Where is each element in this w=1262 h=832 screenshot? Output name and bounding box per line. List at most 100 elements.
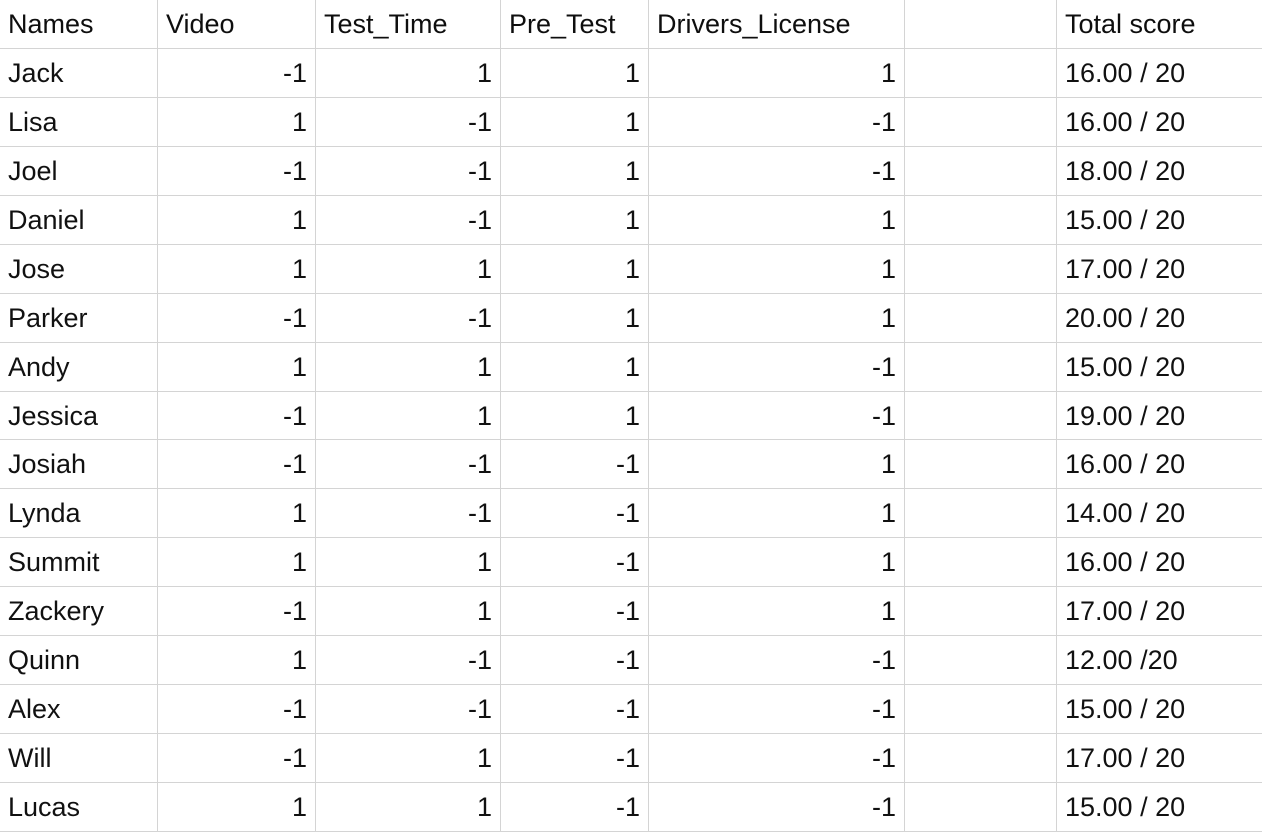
cell-pre-test[interactable]: 1 [501,195,649,245]
cell-pre-test[interactable]: 1 [501,342,649,392]
cell-total-score[interactable]: 16.00 / 20 [1057,538,1262,588]
cell-video[interactable]: -1 [158,293,316,343]
header-blank-cell[interactable] [905,0,1057,49]
cell-blank[interactable] [905,146,1057,196]
cell-test-time[interactable]: 1 [316,587,501,637]
cell-name[interactable]: Jose [0,244,158,294]
cell-blank[interactable] [905,440,1057,490]
cell-pre-test[interactable]: 1 [501,97,649,147]
cell-test-time[interactable]: -1 [316,97,501,147]
cell-pre-test[interactable]: 1 [501,293,649,343]
cell-drivers-license[interactable]: 1 [649,538,905,588]
cell-video[interactable]: -1 [158,146,316,196]
cell-drivers-license[interactable]: -1 [649,391,905,441]
header-test-time[interactable]: Test_Time [316,0,501,49]
cell-video[interactable]: 1 [158,244,316,294]
cell-name[interactable]: Zackery [0,587,158,637]
cell-blank[interactable] [905,244,1057,294]
cell-name[interactable]: Josiah [0,440,158,490]
cell-total-score[interactable]: 15.00 / 20 [1057,783,1262,832]
cell-drivers-license[interactable]: 1 [649,293,905,343]
cell-total-score[interactable]: 20.00 / 20 [1057,294,1262,343]
cell-test-time[interactable]: -1 [316,489,501,539]
cell-total-score[interactable]: 15.00 / 20 [1057,685,1262,735]
cell-blank[interactable] [905,489,1057,539]
cell-drivers-license[interactable]: -1 [649,342,905,392]
cell-name[interactable]: Alex [0,685,158,735]
cell-total-score[interactable]: 17.00 / 20 [1057,245,1262,294]
cell-pre-test[interactable]: 1 [501,244,649,294]
cell-video[interactable]: 1 [158,97,316,147]
cell-test-time[interactable]: 1 [316,783,501,832]
cell-pre-test[interactable]: -1 [501,783,649,832]
cell-drivers-license[interactable]: -1 [649,97,905,147]
cell-test-time[interactable]: -1 [316,636,501,686]
cell-test-time[interactable]: -1 [316,293,501,343]
cell-video[interactable]: 1 [158,195,316,245]
cell-blank[interactable] [905,342,1057,392]
cell-video[interactable]: -1 [158,685,316,735]
cell-name[interactable]: Lisa [0,97,158,147]
cell-test-time[interactable]: 1 [316,538,501,588]
cell-drivers-license[interactable]: 1 [649,244,905,294]
cell-pre-test[interactable]: -1 [501,734,649,784]
cell-total-score[interactable]: 18.00 / 20 [1057,147,1262,196]
cell-total-score[interactable]: 19.00 / 20 [1057,392,1262,441]
cell-drivers-license[interactable]: -1 [649,685,905,735]
cell-drivers-license[interactable]: -1 [649,783,905,832]
cell-pre-test[interactable]: -1 [501,440,649,490]
cell-blank[interactable] [905,734,1057,784]
cell-test-time[interactable]: -1 [316,440,501,490]
cell-video[interactable]: -1 [158,587,316,637]
cell-pre-test[interactable]: -1 [501,489,649,539]
cell-total-score[interactable]: 16.00 / 20 [1057,440,1262,490]
cell-blank[interactable] [905,97,1057,147]
cell-pre-test[interactable]: 1 [501,146,649,196]
cell-pre-test[interactable]: 1 [501,391,649,441]
cell-video[interactable]: 1 [158,538,316,588]
cell-blank[interactable] [905,636,1057,686]
cell-pre-test[interactable]: -1 [501,587,649,637]
cell-drivers-license[interactable]: 1 [649,48,905,98]
cell-blank[interactable] [905,587,1057,637]
cell-video[interactable]: 1 [158,342,316,392]
cell-total-score[interactable]: 14.00 / 20 [1057,489,1262,539]
cell-test-time[interactable]: -1 [316,195,501,245]
cell-test-time[interactable]: -1 [316,685,501,735]
cell-name[interactable]: Parker [0,293,158,343]
header-pre-test[interactable]: Pre_Test [501,0,649,49]
cell-blank[interactable] [905,538,1057,588]
cell-blank[interactable] [905,195,1057,245]
cell-name[interactable]: Summit [0,538,158,588]
cell-name[interactable]: Lucas [0,783,158,832]
cell-name[interactable]: Lynda [0,489,158,539]
cell-total-score[interactable]: 16.00 / 20 [1057,98,1262,147]
cell-blank[interactable] [905,685,1057,735]
cell-blank[interactable] [905,391,1057,441]
header-names[interactable]: Names [0,0,158,49]
cell-video[interactable]: -1 [158,734,316,784]
cell-name[interactable]: Jack [0,48,158,98]
cell-blank[interactable] [905,783,1057,832]
header-total-score[interactable]: Total score [1057,0,1262,49]
cell-pre-test[interactable]: -1 [501,636,649,686]
cell-name[interactable]: Andy [0,342,158,392]
cell-test-time[interactable]: 1 [316,244,501,294]
cell-blank[interactable] [905,48,1057,98]
cell-video[interactable]: -1 [158,391,316,441]
cell-name[interactable]: Jessica [0,391,158,441]
cell-drivers-license[interactable]: -1 [649,734,905,784]
cell-test-time[interactable]: 1 [316,391,501,441]
cell-total-score[interactable]: 15.00 / 20 [1057,343,1262,392]
cell-video[interactable]: -1 [158,440,316,490]
cell-name[interactable]: Will [0,734,158,784]
cell-video[interactable]: 1 [158,489,316,539]
header-drivers-license[interactable]: Drivers_License [649,0,905,49]
cell-blank[interactable] [905,293,1057,343]
cell-test-time[interactable]: 1 [316,342,501,392]
cell-pre-test[interactable]: 1 [501,48,649,98]
cell-drivers-license[interactable]: 1 [649,195,905,245]
cell-video[interactable]: 1 [158,783,316,832]
cell-drivers-license[interactable]: -1 [649,636,905,686]
cell-test-time[interactable]: 1 [316,734,501,784]
